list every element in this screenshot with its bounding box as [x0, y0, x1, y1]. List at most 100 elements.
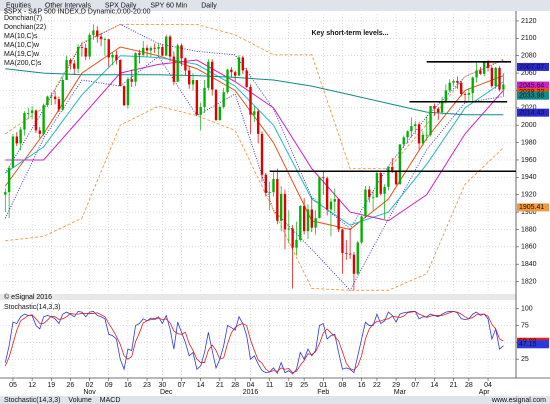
y-tick-label: 1980 — [521, 139, 537, 146]
candle-body — [184, 58, 187, 71]
candle-body — [119, 60, 122, 87]
y-tick-label: 1920 — [521, 192, 537, 199]
candle-body — [368, 189, 371, 198]
candle-body — [180, 45, 183, 59]
candle-body — [142, 47, 145, 55]
toolbar-item[interactable]: SPY 60 Min — [150, 2, 187, 9]
candle-body — [486, 61, 490, 68]
y-tick-label: 1940 — [521, 174, 537, 181]
candle-body — [214, 89, 218, 120]
toolbar-item[interactable]: Equities — [6, 2, 31, 9]
candle-body — [188, 70, 191, 85]
legend-entry: MA(10,C)s — [4, 33, 38, 40]
candle-body — [490, 67, 494, 87]
x-tick-label: 02 — [86, 382, 94, 389]
candle-body — [371, 197, 375, 199]
x-tick-label: 28 — [231, 382, 239, 389]
value-marker — [517, 203, 549, 212]
candle-body — [341, 229, 344, 253]
candle-body — [425, 134, 428, 136]
y-tick-label: 2000 — [521, 122, 537, 129]
toolbar-item[interactable]: SPX Daily — [105, 2, 137, 9]
stochastic-line — [4, 310, 504, 374]
x-tick-label: 21 — [216, 382, 224, 389]
candle-body — [456, 80, 459, 83]
candle-body — [191, 80, 195, 85]
candle-body — [11, 136, 15, 168]
legend-entry: Donchian(7) — [4, 15, 42, 22]
candle-body — [218, 106, 222, 120]
candle-body — [38, 130, 41, 134]
legend-entry: MA(10,C)w — [4, 42, 40, 49]
candle-body — [414, 124, 417, 127]
x-tick-label: 23 — [143, 382, 151, 389]
y-tick-label: 2060 — [521, 70, 537, 77]
candle-body — [448, 82, 451, 91]
candle-body — [76, 47, 80, 69]
candle-body — [168, 36, 172, 57]
panel-tab[interactable]: MACD — [100, 397, 121, 404]
y-tick-label: 75 — [521, 322, 529, 329]
y-tick-label: 100 — [521, 306, 533, 313]
candle-body — [276, 179, 279, 221]
candle-body — [345, 252, 348, 254]
candle-body — [375, 172, 379, 198]
x-tick-label: 09 — [105, 382, 113, 389]
candle-body — [429, 106, 432, 135]
value-marker-label: 2014.43 — [519, 110, 544, 117]
candle-body — [302, 205, 306, 232]
x-tick-label: 04 — [247, 382, 255, 389]
candle-body — [134, 53, 137, 82]
candle-body — [50, 96, 53, 98]
candle-body — [4, 192, 7, 195]
month-label: Mar — [394, 389, 407, 396]
candle-body — [226, 69, 229, 93]
footer-bg — [0, 396, 550, 404]
x-tick-label: 04 — [484, 382, 492, 389]
candle-body — [291, 228, 294, 248]
x-tick-label: 25 — [300, 382, 308, 389]
candle-body — [157, 47, 160, 49]
candle-body — [463, 93, 467, 95]
candle-body — [494, 67, 497, 87]
candle-body — [111, 54, 114, 58]
candle-body — [348, 253, 352, 255]
candle-body — [195, 80, 199, 115]
candle-body — [283, 193, 287, 230]
candle-body — [92, 30, 95, 35]
candle-body — [318, 177, 321, 219]
toolbar-bg — [0, 0, 550, 11]
candle-body — [84, 47, 87, 57]
y-tick-label: 1960 — [521, 157, 537, 164]
candle-body — [483, 61, 486, 74]
value-marker — [517, 91, 549, 100]
y-tick-label: 1860 — [521, 244, 537, 251]
y-tick-label: 2080 — [521, 53, 537, 60]
panel-tab[interactable]: Stochastic(14,3,3) — [4, 397, 60, 404]
candle-body — [34, 110, 38, 131]
candle-body — [264, 174, 268, 193]
indicator-line — [5, 55, 504, 226]
candle-body — [53, 96, 57, 100]
candle-body — [337, 199, 340, 230]
chart-subtitle: $SPX - S&P 500 INDEX,D Dynamic,0:00-20:0… — [4, 8, 151, 15]
x-tick-label: 19 — [47, 382, 55, 389]
toolbar-item[interactable]: Daily — [201, 2, 217, 9]
panel-separator — [0, 294, 516, 300]
toolbar-item[interactable]: Other Intervals — [45, 2, 91, 9]
candle-body — [329, 201, 333, 210]
x-tick-label: 16 — [124, 382, 132, 389]
panel-title: Stochastic(14,3,3) — [4, 304, 60, 311]
candle-body — [383, 186, 386, 194]
panel-tab[interactable]: Volume — [68, 397, 91, 404]
candle-body — [295, 239, 298, 248]
legend-entry: Donchian(22) — [4, 24, 46, 31]
candle-body — [42, 105, 45, 134]
candle-body — [126, 79, 130, 106]
candle-body — [287, 228, 290, 230]
candle-body — [61, 80, 64, 110]
candle-body — [360, 216, 363, 243]
x-tick-label: 11 — [266, 382, 273, 389]
candle-body — [130, 79, 133, 82]
legend-entry: MA(200,C)s — [4, 60, 42, 67]
